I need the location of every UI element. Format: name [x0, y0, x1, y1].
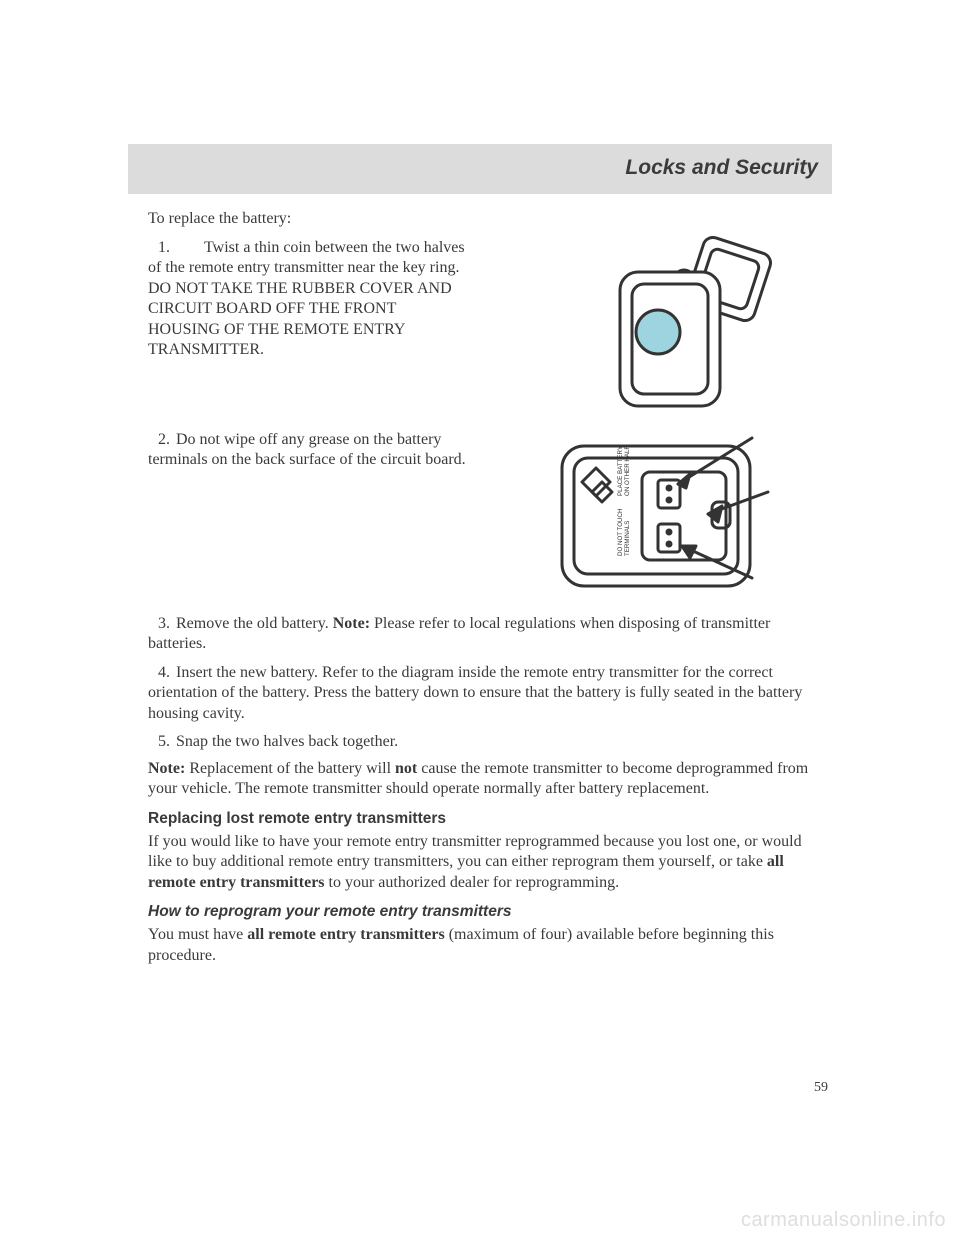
fig2-label-1: PLACE BATTERY: [617, 446, 624, 496]
step-1-text: 1.Twist a thin coin between the two halv…: [148, 238, 466, 361]
step-3-lead: Remove the old battery.: [176, 615, 333, 632]
intro-text: To replace the battery:: [148, 210, 826, 228]
fig2-label-3: DO NOT TOUCH: [617, 509, 624, 556]
step-2-text: 2.Do not wipe off any grease on the batt…: [148, 430, 466, 471]
step-2-row: 2.Do not wipe off any grease on the batt…: [148, 430, 826, 600]
step-3-text: 3.Remove the old battery. Note: Please r…: [148, 614, 820, 655]
note-a: Replacement of the battery will: [185, 760, 395, 777]
step-5-num: 5.: [148, 732, 170, 752]
step-3-note-label: Note:: [333, 615, 370, 632]
step-3-num: 3.: [148, 614, 170, 634]
note-paragraph: Note: Replacement of the battery will no…: [148, 759, 826, 800]
note-label: Note:: [148, 760, 185, 777]
step-4-body: Insert the new battery. Refer to the dia…: [148, 664, 802, 722]
step-1-num: 1.: [148, 238, 170, 258]
step-2-num: 2.: [148, 430, 170, 450]
step-1-row: 1.Twist a thin coin between the two halv…: [148, 238, 826, 416]
howto-b: all remote entry transmitters: [247, 926, 444, 943]
howto-heading: How to reprogram your remote entry trans…: [148, 903, 826, 921]
section-title: Locks and Security: [625, 156, 818, 180]
replacing-heading: Replacing lost remote entry transmitters: [148, 810, 826, 828]
note-b: not: [395, 760, 417, 777]
step-1-body: Twist a thin coin between the two halves…: [148, 239, 465, 358]
step-5-text: 5. Snap the two halves back together.: [148, 732, 820, 752]
figure-circuit-board-icon: PLACE BATTERY ON OTHER HALF DO NOT TOUCH…: [552, 428, 782, 600]
howto-paragraph: You must have all remote entry transmitt…: [148, 925, 826, 966]
fig2-label-2: ON OTHER HALF: [624, 446, 631, 496]
fig2-label-4: TERMINALS: [624, 521, 631, 556]
page: Locks and Security To replace the batter…: [0, 0, 960, 1242]
howto-a: You must have: [148, 926, 247, 943]
step-2-body: Do not wipe off any grease on the batter…: [148, 431, 466, 468]
step-5-body: Snap the two halves back together.: [176, 733, 398, 750]
replacing-a: If you would like to have your remote en…: [148, 833, 802, 870]
content-area: To replace the battery: 1.Twist a thin c…: [148, 210, 826, 966]
replacing-c: to your authorized dealer for reprogramm…: [325, 874, 620, 891]
page-number: 59: [814, 1080, 828, 1096]
step-4-num: 4.: [148, 663, 170, 683]
step-4-text: 4.Insert the new battery. Refer to the d…: [148, 663, 820, 724]
figure-keyfob-icon: [572, 236, 782, 416]
replacing-paragraph: If you would like to have your remote en…: [148, 832, 826, 893]
watermark: carmanualsonline.info: [741, 1209, 946, 1232]
